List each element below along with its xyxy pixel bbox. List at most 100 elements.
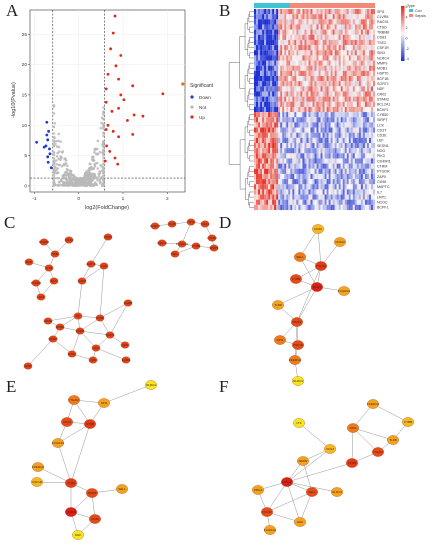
heatmap-cell <box>262 70 265 77</box>
heatmap-cell <box>336 127 339 133</box>
heatmap-cell <box>266 70 269 77</box>
heatmap-cell <box>310 122 313 128</box>
heatmap-cell <box>318 86 321 92</box>
heatmap-cell <box>268 101 271 107</box>
heatmap-cell <box>292 117 295 123</box>
heatmap-cell <box>266 101 269 107</box>
point-not <box>92 158 96 162</box>
heatmap-cell <box>346 29 349 35</box>
heatmap-cell <box>262 91 265 97</box>
heatmap-cell <box>346 112 349 118</box>
heatmap-cell <box>360 137 363 144</box>
heatmap-cell <box>362 194 365 200</box>
heatmap-cell <box>290 9 293 15</box>
point-not <box>69 181 73 184</box>
point-not <box>74 177 77 180</box>
heatmap-cell <box>294 86 297 92</box>
heatmap-cell <box>302 127 305 133</box>
heatmap-cell <box>338 65 341 71</box>
heatmap-cell <box>272 9 275 15</box>
heatmap-cell <box>324 148 327 154</box>
heatmap-cell <box>362 189 365 195</box>
heatmap-cell <box>276 153 279 159</box>
heatmap-cell <box>318 19 321 25</box>
heatmap-cell <box>320 86 323 92</box>
heatmap-cell <box>334 127 337 133</box>
heatmap-cell <box>354 19 357 25</box>
heatmap-cell <box>262 101 265 107</box>
heatmap-cell <box>308 96 311 102</box>
heatmap-cell <box>352 163 355 169</box>
heatmap-cell <box>300 55 303 61</box>
heatmap-cell <box>338 86 341 92</box>
heatmap-cell <box>344 14 347 20</box>
heatmap-cell <box>264 96 267 102</box>
heatmap-cell <box>326 76 329 82</box>
heatmap-cell <box>282 132 285 138</box>
heatmap-cell <box>310 50 313 56</box>
heatmap-cell <box>298 143 301 149</box>
heatmap-cell <box>262 39 265 46</box>
heatmap-cell <box>344 9 347 15</box>
heatmap-cell <box>332 163 335 169</box>
heatmap-cell <box>362 179 365 185</box>
heatmap-cell <box>344 189 347 195</box>
heatmap-cell <box>268 70 271 77</box>
heatmap-cell <box>274 24 277 30</box>
heatmap-cell <box>268 199 271 205</box>
network-node: SSM <box>50 250 60 258</box>
heatmap-gene-labels: SPI1CLVR8RAC91CTSDTRBM8CD83TSE2CSF1RSIN3… <box>377 10 391 210</box>
network-node: CD247 <box>48 335 58 343</box>
heatmap-cell <box>328 179 331 185</box>
heatmap-cell <box>302 65 305 71</box>
heatmap-cell <box>276 117 279 123</box>
heatmap-cell <box>318 143 321 149</box>
heatmap-cell <box>364 184 367 190</box>
heatmap-cell <box>274 19 277 25</box>
heatmap-cell <box>282 70 285 77</box>
heatmap-cell <box>260 9 263 15</box>
color-scale-tick: 4 <box>406 16 408 20</box>
heatmap-cell <box>342 189 345 195</box>
heatmap-cell <box>292 153 295 159</box>
heatmap-cell <box>340 45 343 51</box>
heatmap-cell <box>322 127 325 133</box>
heatmap-cell <box>304 168 307 174</box>
heatmap-cell <box>348 122 351 128</box>
heatmap-cell <box>352 101 355 107</box>
gene-label: LRP1 <box>377 195 386 199</box>
heatmap-cell <box>310 204 313 211</box>
point-not <box>92 175 96 178</box>
point-not <box>52 136 56 139</box>
network-node-circle <box>64 236 74 244</box>
heatmap-cell <box>346 81 349 87</box>
heatmap-cell <box>256 117 259 123</box>
heatmap-cell <box>286 101 289 107</box>
heatmap-cell <box>262 112 265 118</box>
heatmap-cell <box>312 148 315 154</box>
heatmap-cell <box>364 132 367 138</box>
heatmap-cell <box>368 199 372 205</box>
point-not <box>102 113 105 116</box>
heatmap-cell <box>296 153 299 159</box>
network-node-circle <box>91 344 101 352</box>
heatmap-cell <box>302 199 305 205</box>
point-not <box>96 139 100 143</box>
dendrogram-branch <box>249 88 254 95</box>
heatmap-cell <box>362 86 365 92</box>
point-not <box>89 174 92 178</box>
heatmap-cell <box>364 179 367 185</box>
network-node-circle <box>402 417 414 427</box>
heatmap-cell <box>264 9 267 15</box>
heatmap-cell <box>286 117 289 123</box>
heatmap-cell <box>370 199 374 205</box>
heatmap-cell <box>280 199 283 205</box>
heatmap-cell <box>324 179 327 185</box>
legend-label-down: Down <box>199 95 211 100</box>
heatmap-cell <box>372 91 376 97</box>
gene-label: CLVR8 <box>377 15 388 19</box>
heatmap-cell <box>352 60 355 66</box>
network-node-label: SELL <box>118 487 126 491</box>
heatmap-cell <box>322 194 325 200</box>
heatmap-cell <box>288 148 291 154</box>
